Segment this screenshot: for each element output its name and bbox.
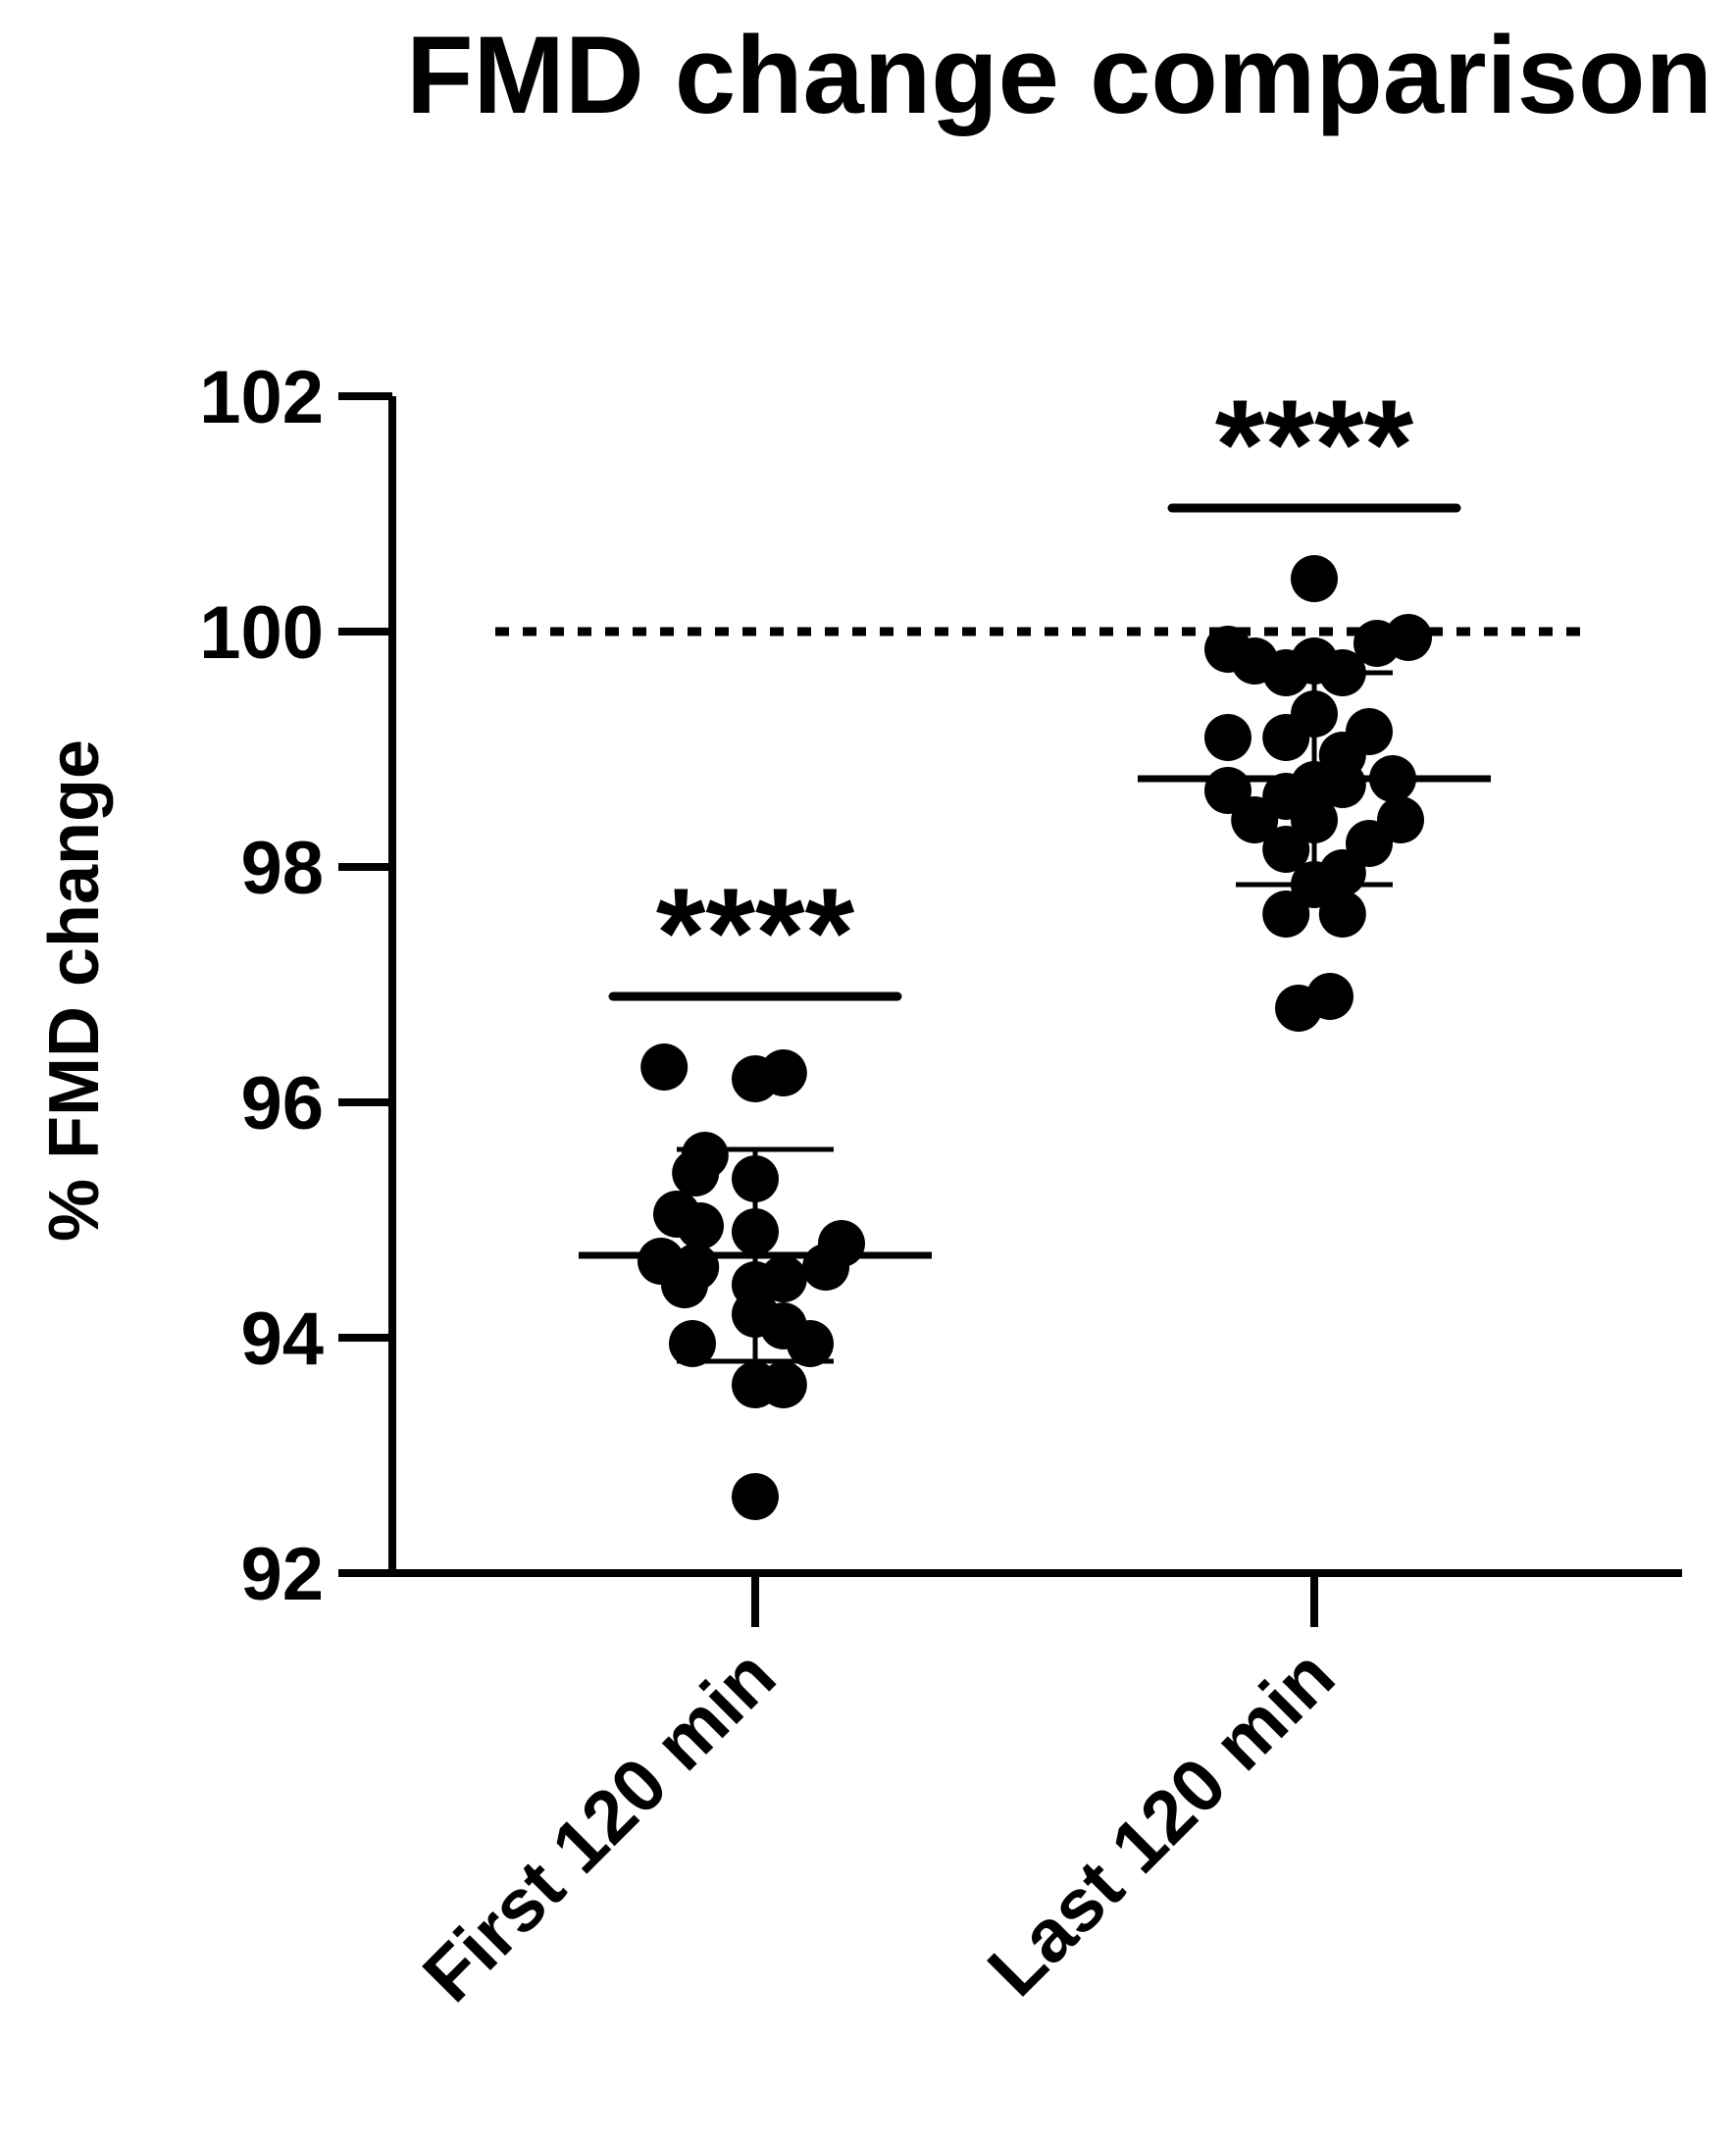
data-point xyxy=(1318,890,1366,938)
data-point xyxy=(1346,708,1393,755)
data-point xyxy=(1318,761,1366,808)
y-tick-label: 102 xyxy=(199,356,324,439)
significance-stars: **** xyxy=(656,861,855,1004)
data-point xyxy=(759,1255,807,1302)
data-point xyxy=(1204,714,1251,761)
data-point xyxy=(1291,555,1338,602)
data-point xyxy=(818,1220,865,1267)
data-point xyxy=(1306,973,1353,1020)
data-point xyxy=(787,1320,834,1367)
y-tick-label: 94 xyxy=(240,1297,324,1381)
summary-lines-layer: **** **** xyxy=(579,373,1491,1364)
data-point xyxy=(677,1202,724,1249)
data-point xyxy=(1231,796,1279,843)
axes: 92 94 96 98 100 102 First 120 min Last 120 min xyxy=(199,356,1682,2018)
data-point xyxy=(1262,890,1310,938)
data-point xyxy=(640,1043,689,1091)
y-tick-label: 100 xyxy=(199,591,324,675)
data-point xyxy=(672,1149,720,1196)
significance-stars: **** xyxy=(1215,373,1414,516)
data-point xyxy=(661,1261,708,1308)
x-tick-label: Last 120 min xyxy=(972,1634,1351,2012)
data-point xyxy=(732,1473,779,1520)
data-point xyxy=(1262,714,1310,761)
y-tick-label: 92 xyxy=(240,1533,324,1616)
y-tick-label: 98 xyxy=(240,827,324,910)
data-point xyxy=(1262,826,1310,873)
y-axis-label: % FMD change xyxy=(35,739,114,1242)
data-point xyxy=(669,1320,716,1367)
data-point xyxy=(759,1361,807,1408)
data-point xyxy=(759,1049,807,1096)
data-point xyxy=(1353,620,1401,667)
y-tick-label: 96 xyxy=(240,1062,324,1145)
x-tick-label: First 120 min xyxy=(407,1634,791,2018)
data-point xyxy=(1346,820,1393,867)
chart-title: FMD change comparison xyxy=(406,14,1712,136)
